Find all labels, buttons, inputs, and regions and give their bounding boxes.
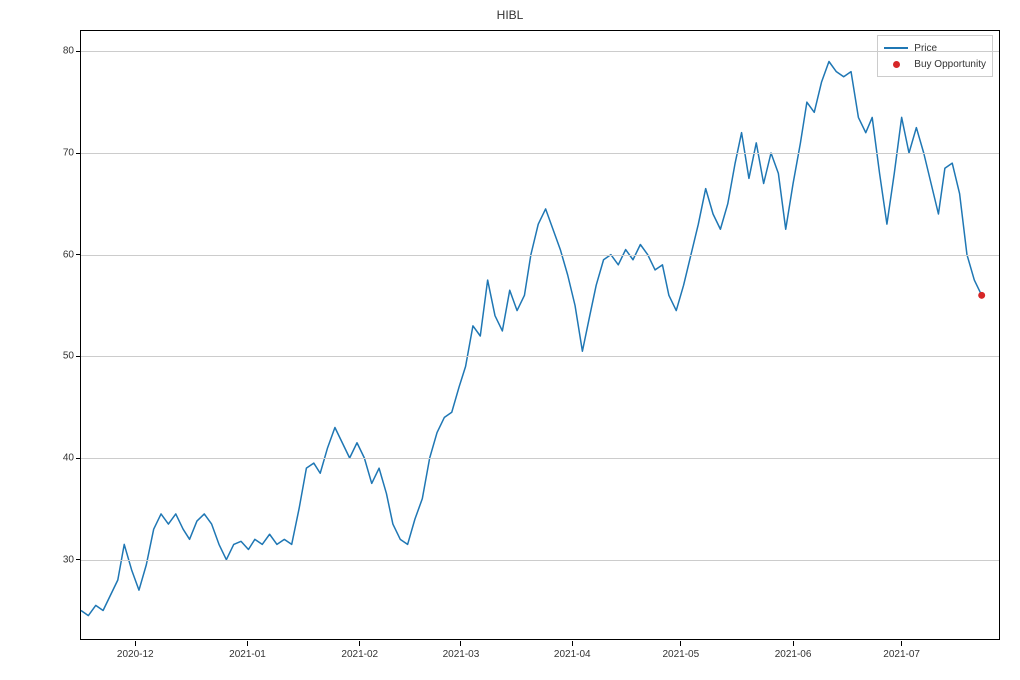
y-tick-label: 40 [46, 453, 74, 464]
x-tick-label: 2021-03 [443, 649, 480, 660]
chart-title: HIBL [0, 8, 1020, 22]
y-tick-label: 70 [46, 148, 74, 159]
gridline [81, 356, 999, 357]
x-tick-label: 2021-01 [229, 649, 266, 660]
x-tick-mark [359, 641, 360, 646]
x-tick-mark [793, 641, 794, 646]
legend-swatch-line [884, 41, 908, 55]
legend-swatch-dot [884, 57, 908, 71]
y-tick-mark [76, 254, 81, 255]
gridline [81, 458, 999, 459]
x-tick-mark [572, 641, 573, 646]
y-tick-label: 50 [46, 351, 74, 362]
y-tick-label: 80 [46, 46, 74, 57]
x-tick-label: 2021-06 [775, 649, 812, 660]
chart-container: HIBL Price Buy Opportunity 3040506070802… [0, 0, 1020, 680]
price-line [81, 62, 982, 616]
legend-row-buy: Buy Opportunity [884, 56, 986, 72]
x-tick-mark [460, 641, 461, 646]
gridline [81, 51, 999, 52]
x-tick-label: 2020-12 [117, 649, 154, 660]
x-tick-label: 2021-05 [662, 649, 699, 660]
buy-opportunity-marker [978, 292, 985, 299]
gridline [81, 255, 999, 256]
x-tick-label: 2021-07 [883, 649, 920, 660]
gridline [81, 560, 999, 561]
price-line-svg [81, 31, 1001, 641]
y-tick-mark [76, 51, 81, 52]
x-tick-label: 2021-02 [341, 649, 378, 660]
y-tick-mark [76, 356, 81, 357]
x-tick-mark [247, 641, 248, 646]
plot-area: Price Buy Opportunity 3040506070802020-1… [80, 30, 1000, 640]
y-tick-label: 30 [46, 554, 74, 565]
legend-row-price: Price [884, 40, 986, 56]
y-tick-mark [76, 153, 81, 154]
gridline [81, 153, 999, 154]
y-tick-mark [76, 559, 81, 560]
x-tick-mark [901, 641, 902, 646]
x-tick-mark [680, 641, 681, 646]
x-tick-label: 2021-04 [554, 649, 591, 660]
y-tick-label: 60 [46, 249, 74, 260]
y-tick-mark [76, 458, 81, 459]
x-tick-mark [135, 641, 136, 646]
legend-label-buy: Buy Opportunity [914, 59, 986, 70]
legend: Price Buy Opportunity [877, 35, 993, 77]
